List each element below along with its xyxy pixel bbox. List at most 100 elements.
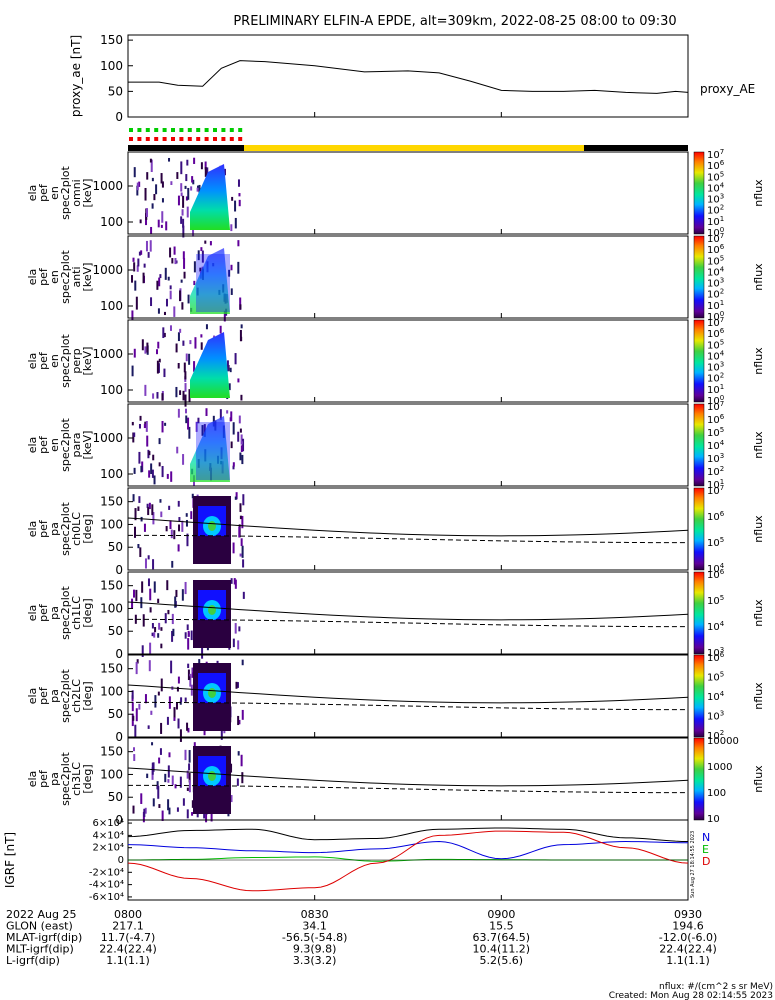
noise-pixel xyxy=(186,787,189,791)
panel-2: 1001000elapefenspec2plotperp[keV]1001011… xyxy=(26,316,765,407)
footer-row-label: MLT-igrf(dip) xyxy=(6,943,74,956)
noise-pixel xyxy=(237,431,240,442)
anti-loss-cone-line xyxy=(127,618,689,628)
igrf-tick-label: 4×10⁴ xyxy=(93,830,124,841)
noise-pixel xyxy=(227,811,230,817)
status-bar-yellow xyxy=(244,145,584,151)
noise-pixel xyxy=(188,426,191,439)
noise-pixel xyxy=(144,187,147,201)
noise-pixel xyxy=(161,810,164,821)
noise-pixel xyxy=(143,263,146,268)
colorbar-exp: 5 xyxy=(720,426,724,434)
y-label-line: spec2plot xyxy=(59,334,72,388)
noise-pixel xyxy=(133,348,136,358)
noise-pixel xyxy=(226,360,229,372)
noise-pixel xyxy=(152,798,155,807)
y-label-line: ch0LC xyxy=(70,512,83,546)
y-label-line: ela xyxy=(26,688,39,705)
noise-pixel xyxy=(204,240,207,244)
colorbar-exp: 5 xyxy=(720,254,724,262)
noise-pixel xyxy=(147,725,150,729)
noise-pixel xyxy=(148,470,151,478)
noise-pixel xyxy=(187,727,190,733)
noise-pixel xyxy=(155,184,158,195)
noise-pixel xyxy=(175,702,178,710)
y-label-line: spec2plot xyxy=(59,586,72,640)
noise-pixel xyxy=(187,669,190,681)
noise-pixel xyxy=(223,310,226,322)
noise-pixel xyxy=(175,343,178,353)
noise-pixel xyxy=(232,465,235,470)
noise-pixel xyxy=(190,186,193,191)
noise-pixel xyxy=(186,533,189,547)
noise-pixel xyxy=(191,812,194,816)
noise-pixel xyxy=(152,454,155,461)
y-label-line: [keV] xyxy=(81,179,94,208)
colorbar-unit: nflux xyxy=(752,263,765,291)
ae-tick-label: 50 xyxy=(108,84,123,98)
green-dot xyxy=(221,128,226,132)
noise-pixel xyxy=(166,716,169,725)
panel-frame xyxy=(127,319,689,403)
noise-pixel xyxy=(187,630,190,637)
colorbar xyxy=(693,654,705,738)
noise-pixel xyxy=(161,465,164,478)
noise-pixel xyxy=(204,161,207,170)
noise-pixel xyxy=(173,246,176,255)
noise-pixel xyxy=(190,684,193,696)
noise-pixel xyxy=(184,697,187,702)
colorbar-exp: 5 xyxy=(720,536,724,544)
noise-pixel xyxy=(201,250,204,263)
noise-pixel xyxy=(187,417,190,430)
colorbar-tick-label: 106 xyxy=(707,568,725,581)
footer-cell: 5.2(5.6) xyxy=(480,954,524,967)
noise-pixel xyxy=(152,762,155,772)
noise-pixel xyxy=(210,810,213,822)
noise-pixel xyxy=(175,260,178,264)
y-label-line: ch2LC xyxy=(70,679,83,713)
noise-pixel xyxy=(239,329,242,342)
footer-cell: 1.1(1.1) xyxy=(106,954,150,967)
noise-pixel xyxy=(184,749,187,761)
noise-pixel xyxy=(133,589,136,598)
colorbar-exp: 4 xyxy=(720,620,725,628)
noise-pixel xyxy=(170,660,173,674)
y-tick-label: 100 xyxy=(100,684,123,698)
noise-pixel xyxy=(240,394,243,401)
noise-pixel xyxy=(194,337,197,349)
noise-pixel xyxy=(200,334,203,338)
noise-pixel xyxy=(140,250,143,255)
noise-pixel xyxy=(179,776,182,788)
noise-pixel xyxy=(144,694,147,704)
noise-pixel xyxy=(164,773,167,783)
noise-pixel xyxy=(171,560,174,568)
loss-cone-line xyxy=(127,601,689,621)
igrf-d-line xyxy=(127,830,689,892)
noise-pixel xyxy=(184,371,187,380)
noise-pixel xyxy=(237,261,240,274)
flux-region xyxy=(190,332,230,398)
panel-frame xyxy=(127,654,689,738)
noise-pixel xyxy=(146,172,149,180)
noise-pixel xyxy=(146,435,149,447)
y-tick-label: 100 xyxy=(100,767,123,781)
y-tick-label: 150 xyxy=(100,745,123,759)
footer-cell: 1.1(1.1) xyxy=(666,954,710,967)
noise-pixel xyxy=(195,421,198,432)
noise-pixel xyxy=(132,494,135,502)
noise-pixel xyxy=(200,247,203,252)
noise-pixel xyxy=(133,167,136,178)
colorbar xyxy=(693,487,705,571)
noise-pixel xyxy=(234,623,237,634)
noise-pixel xyxy=(176,686,179,692)
noise-pixel xyxy=(157,341,160,349)
ae-tick-label: 100 xyxy=(100,59,123,73)
noise-pixel xyxy=(134,614,137,624)
noise-pixel xyxy=(140,465,143,473)
noise-pixel xyxy=(186,770,189,779)
anti-loss-cone-line xyxy=(127,701,689,711)
noise-pixel xyxy=(183,258,186,269)
y-label-line: ela xyxy=(26,269,39,286)
